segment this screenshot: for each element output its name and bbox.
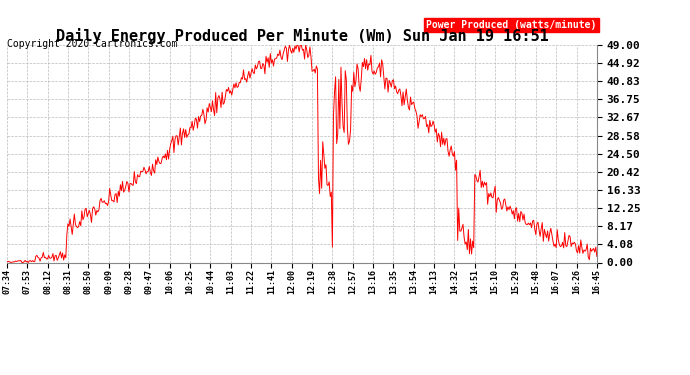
Title: Daily Energy Produced Per Minute (Wm) Sun Jan 19 16:51: Daily Energy Produced Per Minute (Wm) Su… [55,28,549,44]
Text: Copyright 2020 Cartronics.com: Copyright 2020 Cartronics.com [7,39,177,50]
Text: Power Produced (watts/minute): Power Produced (watts/minute) [426,20,597,30]
